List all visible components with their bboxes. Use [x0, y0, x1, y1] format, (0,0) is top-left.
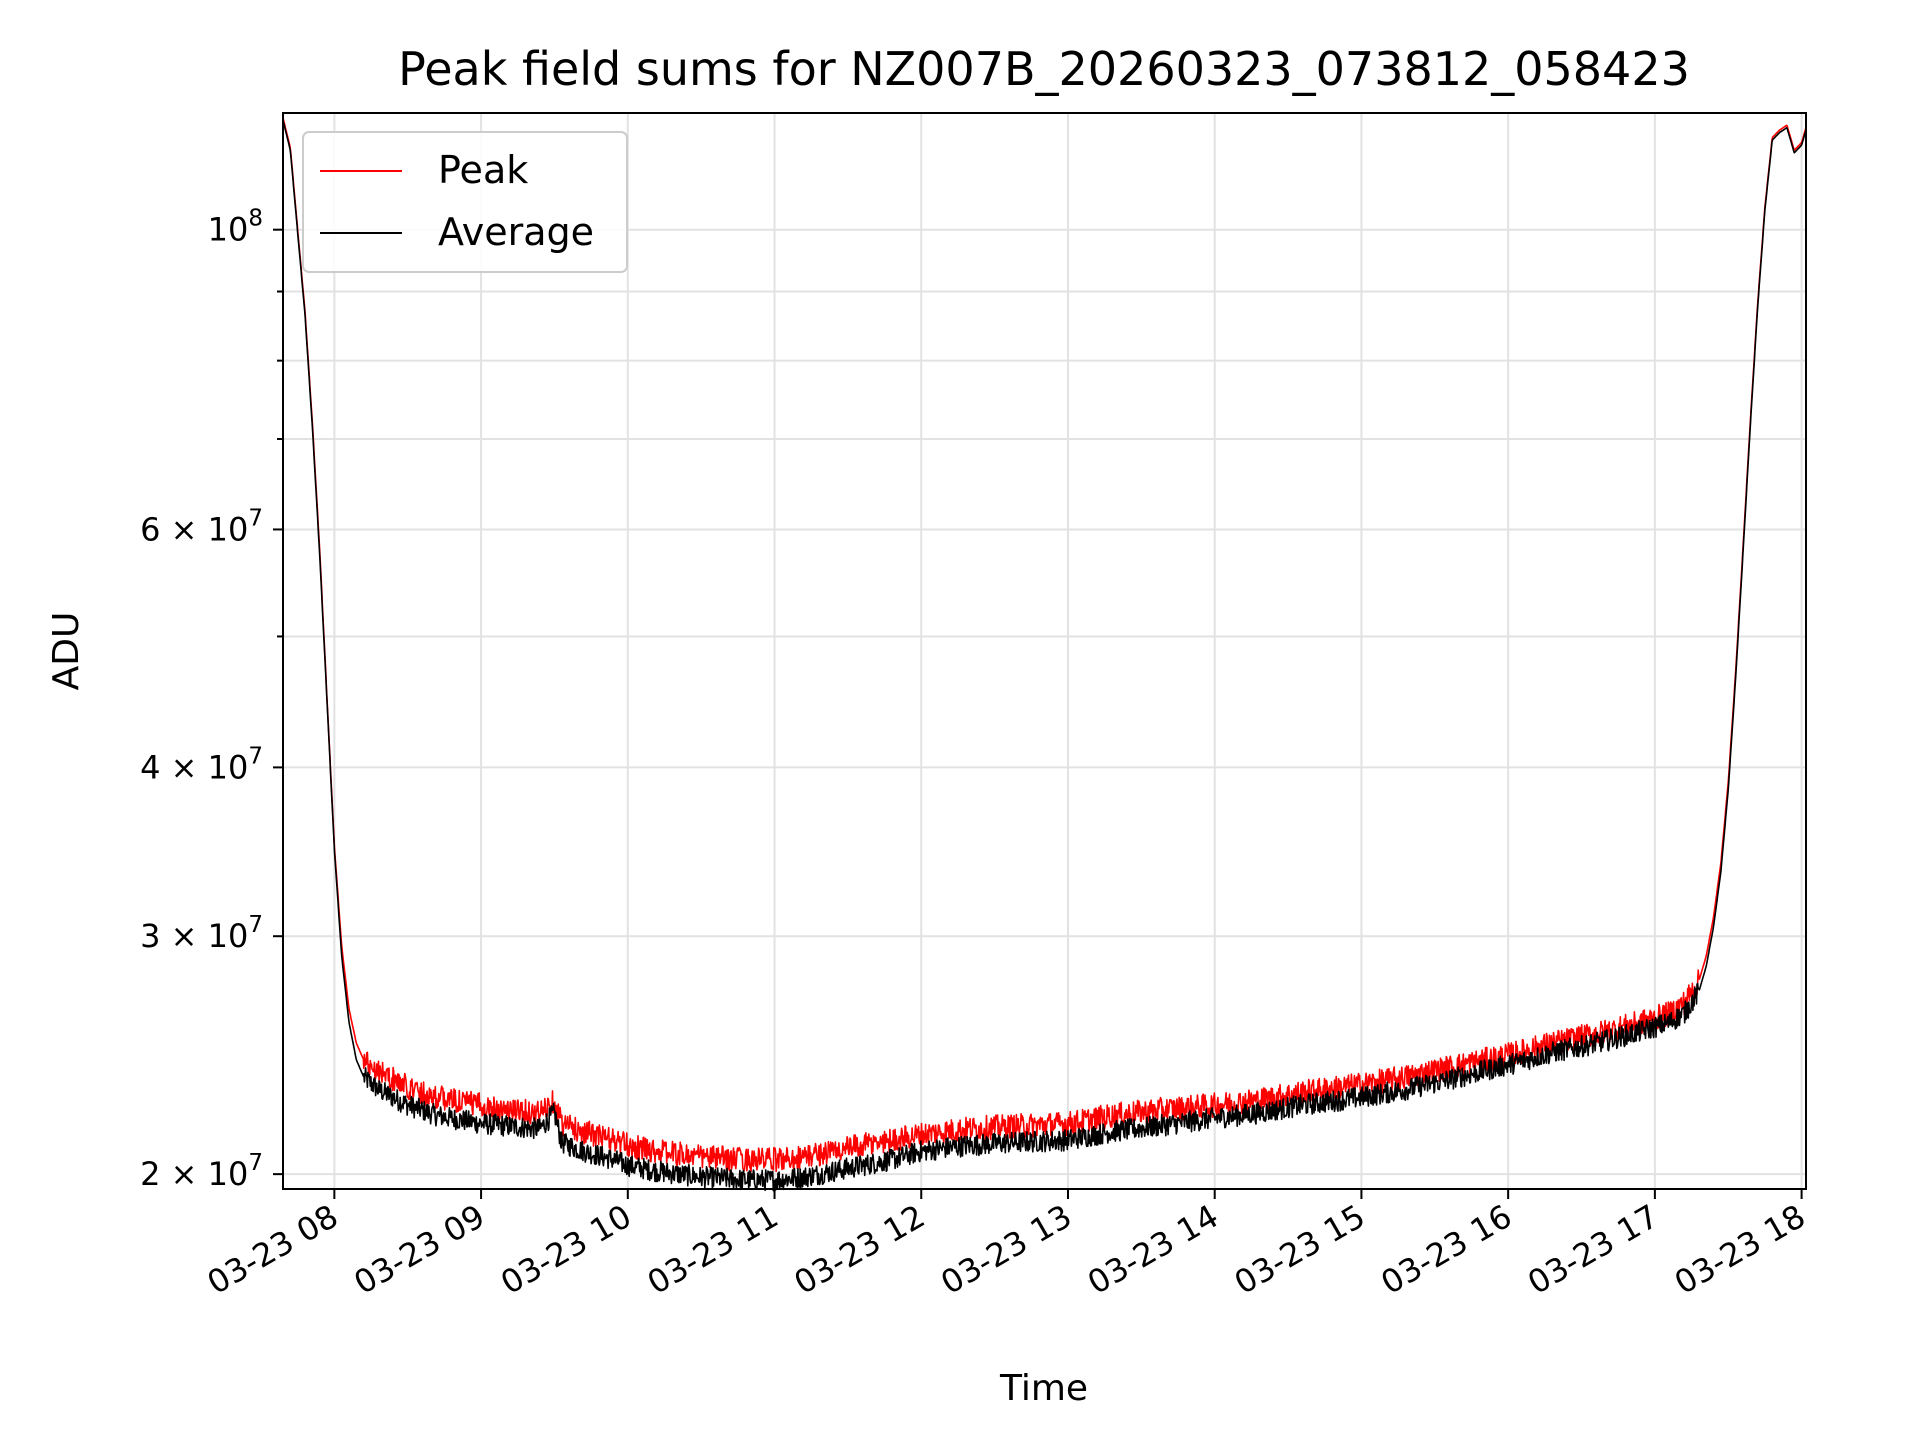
- y-axis-label: ADU: [46, 612, 87, 691]
- x-axis-label: Time: [999, 1368, 1088, 1409]
- y-tick-label: 6 × 107: [140, 505, 263, 548]
- legend-label-peak: Peak: [438, 148, 528, 192]
- grid-layer: [283, 113, 1806, 1189]
- chart-title: Peak field sums for NZ007B_20260323_0738…: [398, 42, 1690, 96]
- y-tick-label: 4 × 107: [140, 743, 263, 786]
- legend-label-average: Average: [438, 210, 594, 254]
- y-tick-label: 3 × 107: [140, 912, 263, 955]
- y-tick-label: 108: [208, 206, 263, 249]
- plot-frame: [282, 112, 1807, 1190]
- y-tick-label: 2 × 107: [140, 1150, 263, 1193]
- series-layer: [282, 117, 1807, 1192]
- series-line-average: [282, 120, 1807, 1192]
- legend: Peak Average: [302, 131, 628, 273]
- legend-box: [302, 131, 628, 273]
